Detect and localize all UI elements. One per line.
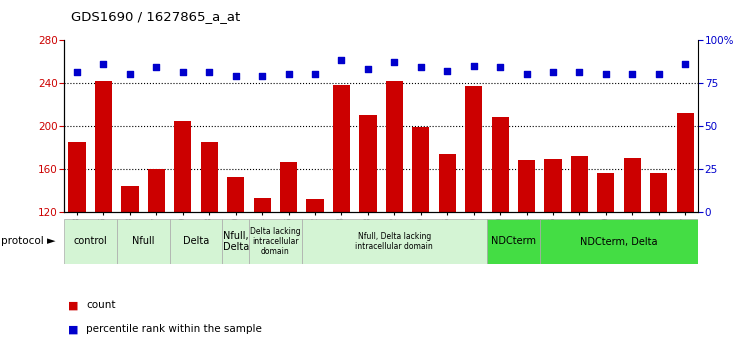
Bar [306, 199, 324, 342]
Point [150, 65, 162, 70]
Text: Nfull, Delta lacking
intracellular domain: Nfull, Delta lacking intracellular domai… [355, 232, 433, 251]
Bar [116, 219, 170, 264]
Point [204, 70, 216, 75]
Text: ■: ■ [68, 325, 78, 334]
Bar [64, 219, 116, 264]
Bar [544, 159, 562, 342]
Point [336, 58, 348, 63]
Point [520, 71, 532, 77]
Bar [280, 161, 297, 342]
Text: count: count [86, 300, 116, 310]
Text: percentile rank within the sample: percentile rank within the sample [86, 325, 262, 334]
Bar [95, 81, 112, 342]
Bar [254, 198, 271, 342]
Bar [540, 219, 698, 264]
Bar [201, 142, 218, 342]
Point [574, 70, 586, 75]
Point [388, 59, 400, 65]
Text: ►: ► [47, 237, 55, 246]
Bar [650, 173, 668, 342]
Point [679, 61, 691, 67]
Bar [487, 219, 540, 264]
Bar [333, 85, 350, 342]
Point [547, 70, 559, 75]
Bar [491, 117, 508, 342]
Point [415, 65, 427, 70]
Bar [68, 142, 86, 342]
Text: Nfull: Nfull [132, 237, 155, 246]
Point [309, 71, 321, 77]
Point [600, 71, 612, 77]
Point [256, 73, 268, 79]
Bar [222, 219, 249, 264]
Bar [518, 160, 535, 342]
Text: Delta lacking
intracellular
domain: Delta lacking intracellular domain [250, 227, 300, 256]
Text: Nfull,
Delta: Nfull, Delta [222, 231, 249, 252]
Bar [439, 154, 456, 342]
Text: NDCterm, Delta: NDCterm, Delta [581, 237, 658, 246]
Bar [571, 156, 588, 342]
Text: ■: ■ [68, 300, 78, 310]
Text: control: control [74, 237, 107, 246]
Text: Delta: Delta [183, 237, 210, 246]
Bar [227, 177, 244, 342]
Bar [386, 81, 403, 342]
Point [442, 68, 454, 73]
Bar [677, 113, 694, 342]
Point [98, 61, 110, 67]
Point [230, 73, 242, 79]
Point [124, 71, 136, 77]
Text: protocol: protocol [1, 237, 44, 246]
Point [282, 71, 294, 77]
Bar [148, 169, 165, 342]
Point [468, 63, 480, 68]
Point [71, 70, 83, 75]
Bar [174, 120, 192, 342]
Bar [624, 158, 641, 342]
Bar [122, 186, 138, 342]
Point [494, 65, 506, 70]
Bar [249, 219, 302, 264]
Text: NDCterm: NDCterm [491, 237, 536, 246]
Point [176, 70, 189, 75]
Point [653, 71, 665, 77]
Bar [170, 219, 222, 264]
Bar [412, 127, 430, 342]
Text: GDS1690 / 1627865_a_at: GDS1690 / 1627865_a_at [71, 10, 240, 23]
Bar [465, 86, 482, 342]
Bar [597, 173, 614, 342]
Bar [359, 115, 376, 342]
Point [362, 66, 374, 72]
Bar [302, 219, 487, 264]
Point [626, 71, 638, 77]
